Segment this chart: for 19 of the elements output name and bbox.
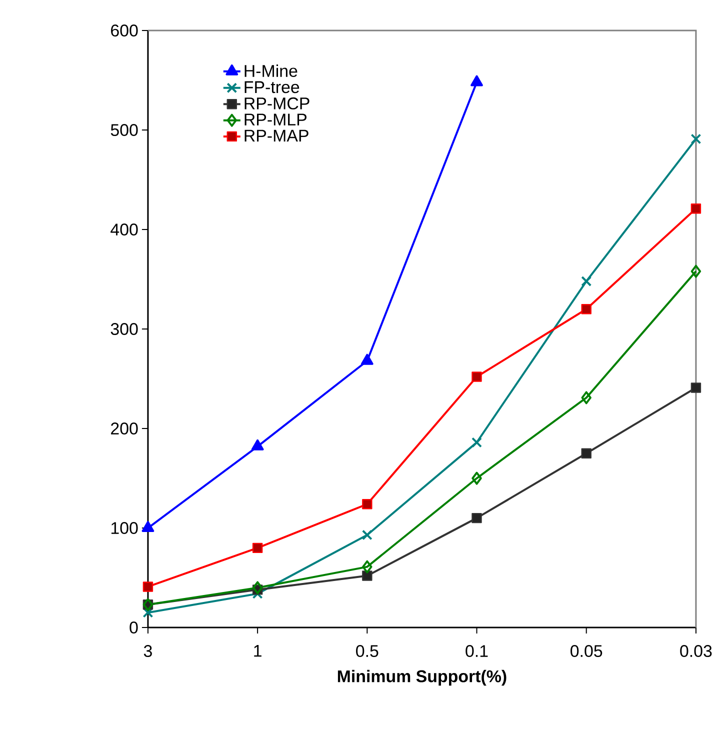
legend-label: RP-MLP	[244, 114, 306, 126]
y-tick-label: 100	[111, 522, 138, 534]
x-tick-label: 3	[144, 645, 152, 658]
x-tick-label: 0.1	[466, 645, 488, 658]
y-tick-label: 500	[110, 124, 138, 136]
legend-label: RP-MAP	[244, 130, 308, 142]
y-tick-label: 0	[130, 622, 138, 634]
legend-label: RP-MCP	[244, 97, 310, 110]
y-tick-label: 400	[110, 224, 138, 236]
x-tick-label: 0.05	[570, 645, 602, 658]
x-tick-label: 0.5	[356, 645, 378, 658]
y-tick-label: 200	[111, 422, 138, 435]
y-tick-label: 600	[111, 24, 138, 37]
y-tick-label: 300	[110, 323, 138, 336]
x-tick-label: 0.03	[680, 645, 712, 658]
legend-label: FP-tree	[244, 81, 300, 94]
x-axis-title: Minimum Support(%)	[338, 670, 506, 686]
x-tick-label: 1	[254, 645, 262, 657]
legend-label: H-Mine	[244, 64, 298, 77]
